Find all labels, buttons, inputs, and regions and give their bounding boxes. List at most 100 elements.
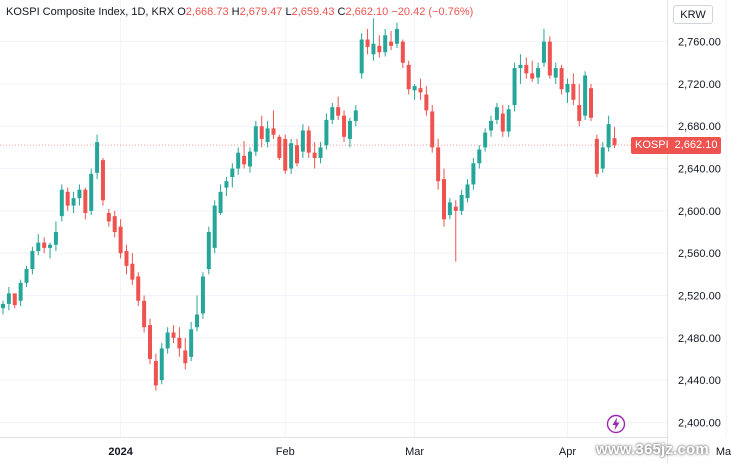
candle (265, 120, 270, 148)
candle-body (277, 136, 282, 158)
candle (489, 115, 494, 137)
candle-body (459, 194, 464, 211)
candle (400, 39, 405, 69)
candle (424, 86, 429, 116)
candle (77, 184, 82, 206)
legend-open-value: 2,668.73 (185, 6, 229, 18)
candle-body (1, 303, 5, 309)
candle (242, 141, 247, 169)
x-tick-label: Mar (405, 446, 424, 458)
candle (48, 242, 53, 259)
candle (553, 62, 558, 84)
candle (471, 157, 476, 190)
candle-body (206, 232, 211, 270)
candle (365, 28, 370, 55)
candle (600, 142, 605, 173)
candle-body (271, 128, 276, 135)
candle-body (77, 189, 82, 199)
x-tick-label: Feb (276, 446, 295, 458)
x-tick-label: Apr (559, 446, 576, 458)
candle-body (300, 130, 305, 152)
candle (506, 105, 511, 137)
candle-body (171, 332, 176, 338)
candle-body (112, 216, 117, 233)
candle (442, 168, 446, 227)
candle-body (306, 130, 311, 153)
candle-body (400, 41, 405, 63)
candle-body (295, 145, 299, 164)
candle-body (518, 64, 523, 69)
candle-body (236, 152, 241, 169)
candle (312, 142, 317, 169)
candle-body (18, 282, 23, 301)
candle (212, 200, 217, 254)
candle-body (489, 120, 494, 131)
candle-body (583, 75, 588, 116)
candle (571, 73, 576, 106)
legend-low-label: L (285, 6, 292, 18)
candle-body (477, 149, 482, 164)
lightning-bolt-icon[interactable] (606, 414, 626, 434)
candle-body (424, 94, 429, 111)
candle-body (253, 126, 258, 152)
candle-body (483, 132, 488, 148)
candle-body (177, 337, 182, 349)
candle (453, 200, 458, 262)
candle (318, 142, 323, 164)
candle (189, 321, 194, 362)
currency-button[interactable]: KRW (673, 5, 713, 24)
candle (371, 18, 376, 61)
legend-close-value: 2,662.10 (345, 6, 389, 18)
candle (218, 184, 223, 216)
candle-body (453, 206, 458, 211)
candle-body (124, 251, 129, 266)
candle-body (265, 128, 270, 143)
candle-body (606, 124, 611, 148)
candle (465, 179, 470, 203)
candle (594, 134, 599, 178)
legend-high-label: H (231, 6, 240, 18)
candle (89, 168, 94, 216)
candle (477, 145, 482, 169)
candle (347, 117, 352, 148)
candle-body (247, 151, 252, 167)
candle (130, 253, 135, 285)
candle (36, 234, 41, 256)
candle-body (230, 168, 235, 178)
candle-body (283, 138, 288, 171)
candle-body (571, 83, 576, 100)
candle (359, 33, 364, 79)
candle-body (347, 120, 352, 139)
candle (389, 31, 394, 51)
candle (171, 325, 176, 344)
candle-body (506, 109, 511, 132)
candle (336, 96, 341, 120)
x-tick-label: 2024 (108, 446, 133, 458)
candle-body (130, 263, 135, 280)
candle-body (471, 163, 476, 185)
candle (83, 187, 88, 220)
candle-body (312, 152, 317, 158)
candle-body (512, 68, 517, 106)
candle-body (118, 226, 123, 254)
candle (324, 113, 329, 150)
candle-body (48, 244, 53, 248)
candle-body (377, 45, 382, 53)
candle-body (389, 41, 394, 46)
candle (559, 64, 564, 95)
candle-body (95, 142, 100, 173)
candle (253, 120, 258, 156)
candle-body (12, 293, 17, 306)
candle-body (136, 276, 141, 301)
candle-body (530, 73, 535, 79)
candle (124, 244, 129, 275)
candle (383, 28, 388, 57)
candle (118, 219, 123, 259)
candle (342, 110, 347, 143)
candle-body (494, 107, 499, 120)
candle (259, 115, 264, 148)
candle-body (59, 189, 64, 217)
y-tick-label: 2,480.00 (678, 333, 721, 345)
